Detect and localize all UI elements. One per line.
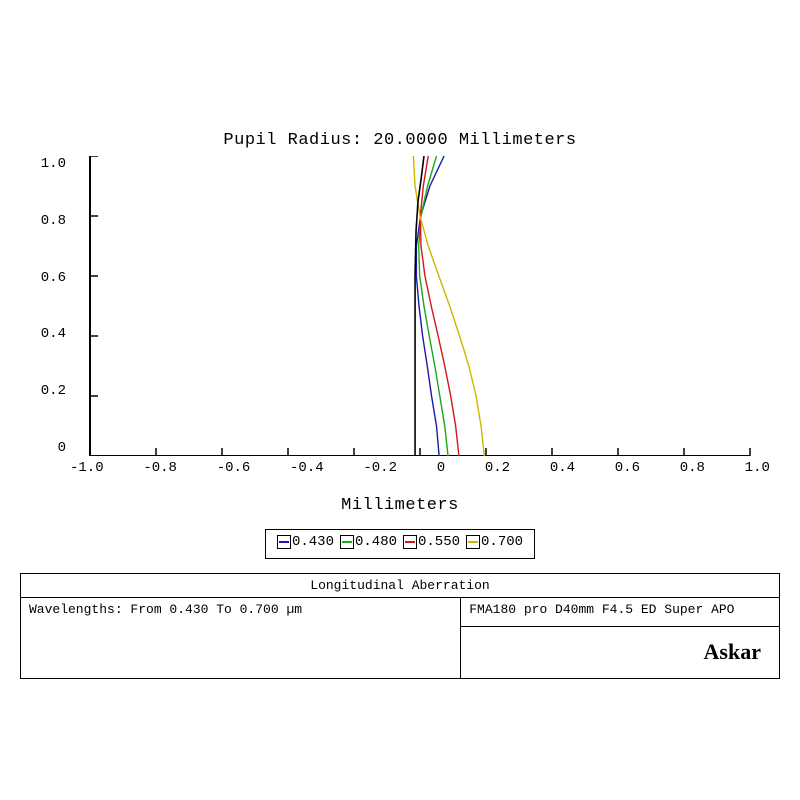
brand-cell: Askar xyxy=(461,627,780,679)
y-tick-label: 1.0 xyxy=(41,156,66,172)
legend-label: 0.550 xyxy=(418,534,460,550)
legend-swatch xyxy=(403,535,417,549)
x-tick-label: -0.6 xyxy=(217,460,251,476)
x-tick-label: -0.4 xyxy=(290,460,324,476)
y-tick-label: 0.2 xyxy=(41,383,66,399)
brand-logo: Askar xyxy=(469,631,771,665)
product-cell: FMA180 pro D40mm F4.5 ED Super APO xyxy=(461,598,780,627)
legend-item: 0.430 xyxy=(277,534,334,550)
x-tick-label: 0.6 xyxy=(615,460,640,476)
y-tick-label: 0.6 xyxy=(41,270,66,286)
x-tick-label: 0.4 xyxy=(550,460,575,476)
x-tick-label: 0.2 xyxy=(485,460,510,476)
y-tick-label: 0 xyxy=(58,440,66,456)
plot-wrap: 1.0 0.8 0.6 0.4 0.2 0 xyxy=(30,156,770,456)
legend-swatch xyxy=(340,535,354,549)
x-tick-label: -1.0 xyxy=(70,460,104,476)
plot-svg xyxy=(70,156,770,456)
x-tick-label: -0.8 xyxy=(143,460,177,476)
chart-area: Pupil Radius: 20.0000 Millimeters 1.0 0.8… xyxy=(20,121,780,567)
y-tick-label: 0.4 xyxy=(41,326,66,342)
x-tick-label: 1.0 xyxy=(745,460,770,476)
legend-swatch xyxy=(466,535,480,549)
series-line xyxy=(416,156,444,456)
wavelengths-cell: Wavelengths: From 0.430 To 0.700 µm xyxy=(21,598,461,679)
x-tick-label: 0.8 xyxy=(680,460,705,476)
chart-frame: Pupil Radius: 20.0000 Millimeters 1.0 0.8… xyxy=(20,20,780,780)
x-axis-labels: -1.0 -0.8 -0.6 -0.4 -0.2 0 0.2 0.4 0.6 0.8 1.0 xyxy=(70,460,770,476)
legend-item: 0.480 xyxy=(340,534,397,550)
x-tick-label: 0 xyxy=(437,460,445,476)
chart-title: Pupil Radius: 20.0000 Millimeters xyxy=(30,131,770,150)
y-axis-labels: 1.0 0.8 0.6 0.4 0.2 0 xyxy=(30,156,70,456)
legend-item: 0.550 xyxy=(403,534,460,550)
y-tick-label: 0.8 xyxy=(41,213,66,229)
info-header: Longitudinal Aberration xyxy=(21,574,780,598)
series-line xyxy=(420,156,459,456)
x-axis-title: Millimeters xyxy=(30,496,770,515)
legend-label: 0.480 xyxy=(355,534,397,550)
legend-label: 0.430 xyxy=(292,534,334,550)
plot-region xyxy=(70,156,770,456)
legend: 0.430 0.480 0.550 0.700 xyxy=(265,529,535,559)
legend-swatch xyxy=(277,535,291,549)
legend-item: 0.700 xyxy=(466,534,523,550)
info-table: Longitudinal Aberration Wavelengths: Fro… xyxy=(20,573,780,679)
legend-label: 0.700 xyxy=(481,534,523,550)
x-tick-label: -0.2 xyxy=(363,460,397,476)
